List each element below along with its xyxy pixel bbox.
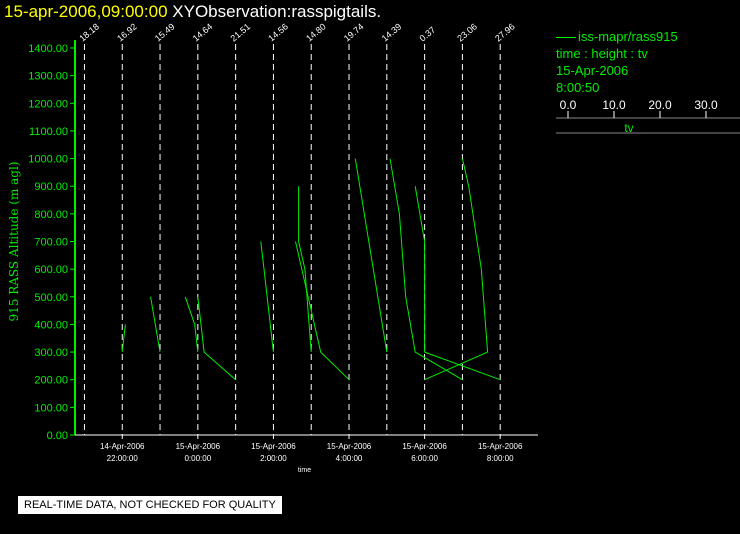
scale-tick-label: 0.0 <box>560 98 577 112</box>
legend: iss-mapr/rass915 time : height : tv 15-A… <box>556 28 740 96</box>
tv-profile-series <box>260 241 274 353</box>
scale-tick-label: 10.0 <box>602 98 626 112</box>
profile-label: 15.49 <box>153 21 177 43</box>
x-tick-date: 15-Apr-2006 <box>251 442 296 451</box>
tv-profile-series <box>150 296 161 353</box>
tv-profile-series <box>414 186 501 381</box>
profile-label: 23.06 <box>455 21 479 43</box>
profile-label: 14.39 <box>380 21 404 43</box>
tv-profile-series <box>121 324 126 353</box>
y-tick-label: 500.00 <box>34 292 68 304</box>
title-datetime: 15-apr-2006,09:00:00 <box>4 2 168 21</box>
y-tick-label: 800.00 <box>34 209 68 221</box>
profile-label: 18.18 <box>77 21 101 43</box>
y-axis-label: 915 RASS Altitude (m agl) <box>7 161 21 321</box>
legend-series-label: iss-mapr/rass915 <box>578 29 678 44</box>
y-tick-label: 1100.00 <box>29 126 68 138</box>
y-tick-label: 1000.00 <box>28 154 68 166</box>
legend-date: 15-Apr-2006 <box>556 63 629 78</box>
quality-disclaimer: REAL-TIME DATA, NOT CHECKED FOR QUALITY <box>18 496 282 514</box>
x-tick-date: 15-Apr-2006 <box>402 442 447 451</box>
y-tick-label: 700.00 <box>34 237 68 249</box>
y-tick-label: 1400.00 <box>28 43 68 55</box>
tv-profile-series <box>197 296 236 381</box>
profile-label: 16.92 <box>115 21 139 43</box>
scale-label: tv <box>624 121 633 135</box>
tv-scale: 0.0 10.0 20.0 30.0 tv <box>556 98 740 144</box>
profile-label: 27.96 <box>493 21 517 43</box>
x-tick-time: 0:00:00 <box>184 454 211 463</box>
tv-profile-series <box>354 158 388 353</box>
tv-profile-series <box>424 158 489 381</box>
profile-label: 14.80 <box>304 21 328 43</box>
scale-tick-label: 30.0 <box>694 98 718 112</box>
x-tick-time: 22:00:00 <box>107 454 139 463</box>
x-tick-time: 6:00:00 <box>411 454 438 463</box>
x-tick-time: 4:00:00 <box>336 454 363 463</box>
y-tick-label: 600.00 <box>34 264 68 276</box>
x-tick-date: 15-Apr-2006 <box>327 442 372 451</box>
y-tick-label: 900.00 <box>34 181 68 193</box>
y-tick-label: 100.00 <box>34 402 68 414</box>
profile-plot: 0.00 100.00 200.00 300.00 400.00 500.00 600.00… <box>7 21 538 474</box>
y-tick-label: 300.00 <box>34 347 68 359</box>
legend-time: 8:00:50 <box>556 80 600 95</box>
x-tick-date: 14-Apr-2006 <box>100 442 145 451</box>
x-tick-time: 2:00:00 <box>260 454 287 463</box>
x-tick-time: 8:00:00 <box>487 454 514 463</box>
tv-profile-series <box>389 158 463 381</box>
title-observation: XYObservation:rasspigtails. <box>172 2 382 21</box>
profile-label: 14.64 <box>191 21 215 43</box>
x-tick-date: 15-Apr-2006 <box>176 442 221 451</box>
y-tick-label: 1200.00 <box>28 98 68 110</box>
legend-variables: time : height : tv <box>556 46 648 61</box>
tv-profile-series <box>184 296 199 353</box>
y-tick-label: 0.00 <box>47 430 68 442</box>
legend-line-swatch <box>556 37 576 39</box>
x-tick-date: 15-Apr-2006 <box>478 442 523 451</box>
x-axis-label: time <box>298 467 311 474</box>
profile-label: 21.51 <box>228 21 252 43</box>
scale-tick-label: 20.0 <box>648 98 672 112</box>
chart-title: 15-apr-2006,09:00:00 XYObservation:rassp… <box>4 2 381 22</box>
legend-series: iss-mapr/rass915 <box>556 28 740 45</box>
profile-label: 0.37 <box>417 25 437 44</box>
tv-profile-series <box>298 186 312 353</box>
profile-label: 19.74 <box>342 21 366 43</box>
y-tick-label: 400.00 <box>34 319 68 331</box>
y-tick-label: 200.00 <box>34 375 68 387</box>
tv-profile-series <box>295 241 350 381</box>
profile-label: 14.56 <box>266 21 290 43</box>
y-tick-label: 1300.00 <box>28 71 68 83</box>
